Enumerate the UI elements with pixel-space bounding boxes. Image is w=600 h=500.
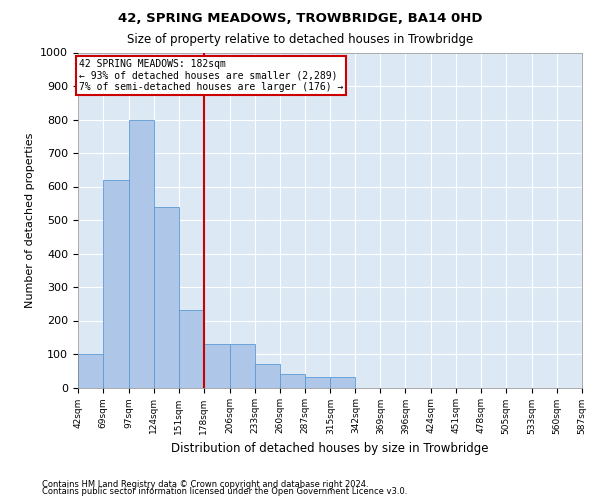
Bar (129, 120, 154, 388)
Bar (103, 180, 129, 388)
Text: Size of property relative to detached houses in Trowbridge: Size of property relative to detached ho… (127, 32, 473, 46)
Text: Contains HM Land Registry data © Crown copyright and database right 2024.: Contains HM Land Registry data © Crown c… (42, 480, 368, 489)
Bar (204, 344, 230, 388)
Bar (254, 364, 280, 388)
Bar (154, 206, 179, 388)
Text: 42, SPRING MEADOWS, TROWBRIDGE, BA14 0HD: 42, SPRING MEADOWS, TROWBRIDGE, BA14 0HD (118, 12, 482, 26)
Bar (331, 378, 355, 388)
Text: Contains public sector information licensed under the Open Government Licence v3: Contains public sector information licen… (42, 487, 407, 496)
Y-axis label: Number of detached properties: Number of detached properties (25, 132, 35, 308)
Bar (179, 310, 204, 388)
Bar (230, 344, 254, 388)
Text: 42 SPRING MEADOWS: 182sqm
← 93% of detached houses are smaller (2,289)
7% of sem: 42 SPRING MEADOWS: 182sqm ← 93% of detac… (79, 59, 343, 92)
Bar (78, 354, 103, 388)
Bar (280, 374, 305, 388)
Bar (305, 378, 331, 388)
X-axis label: Distribution of detached houses by size in Trowbridge: Distribution of detached houses by size … (171, 442, 489, 455)
